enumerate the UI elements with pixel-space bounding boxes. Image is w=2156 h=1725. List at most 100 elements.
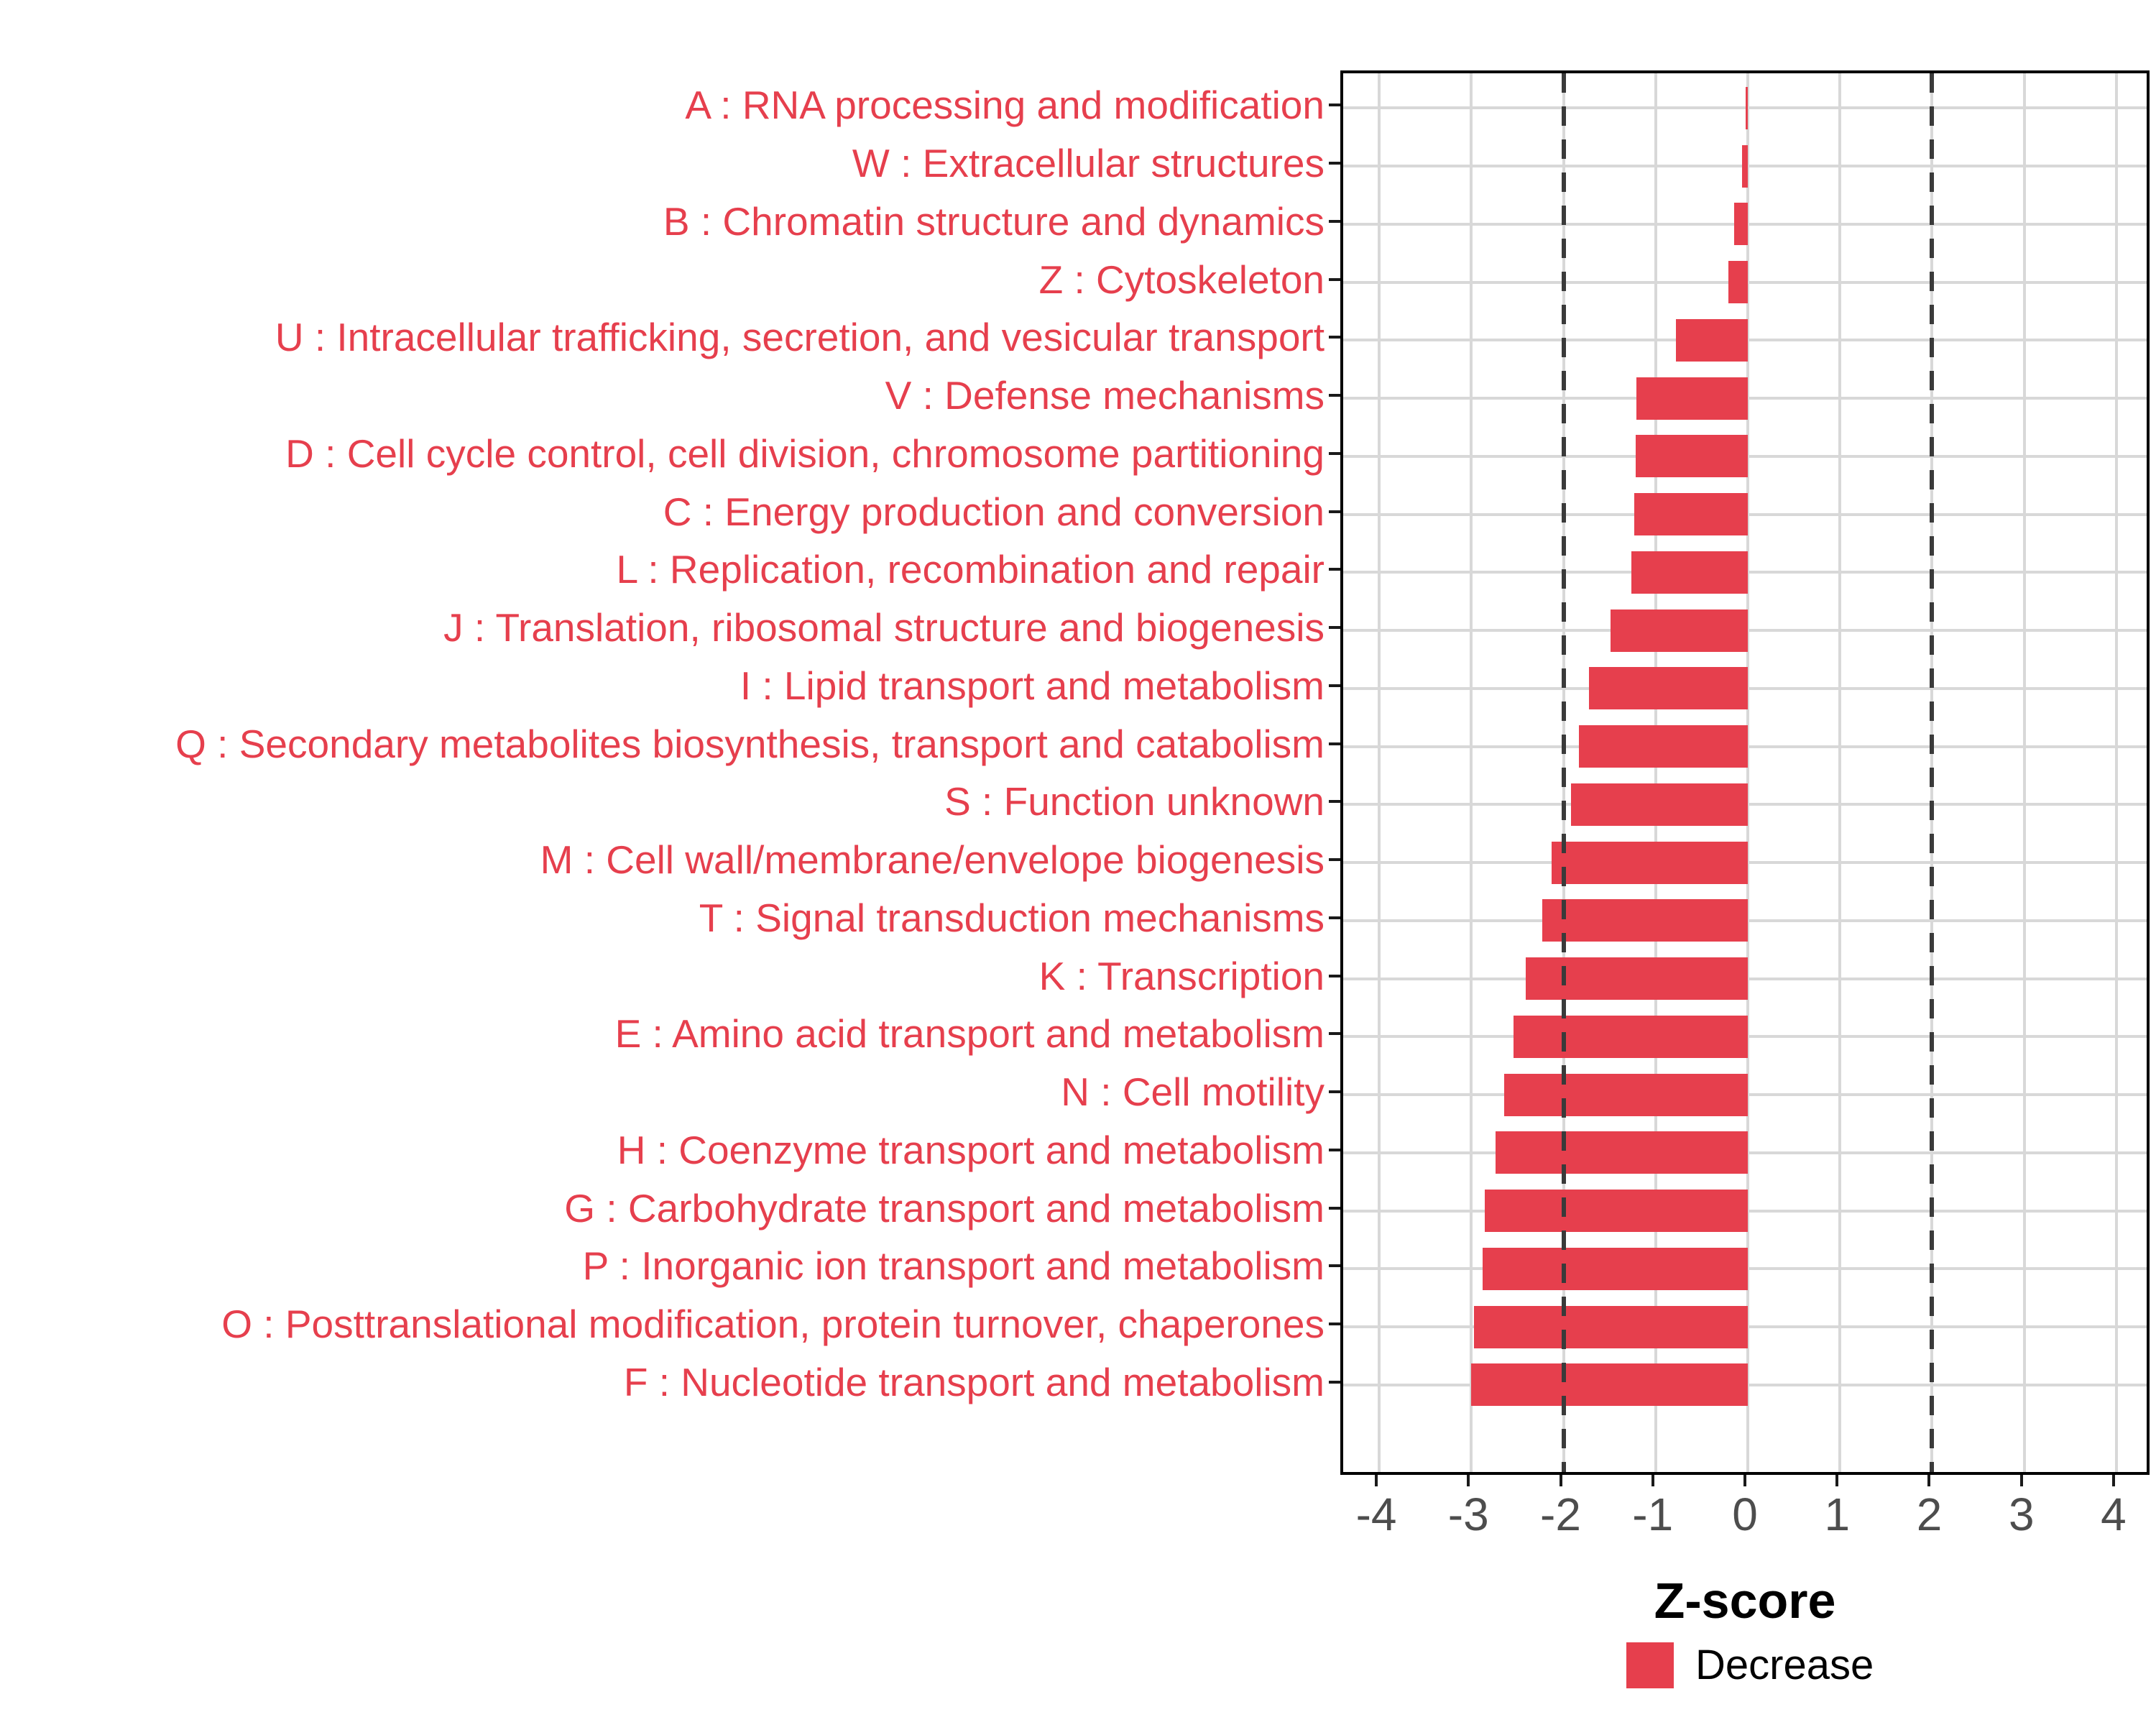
category-label: Z : Cytoskeleton [1038,257,1325,302]
category-label: M : Cell wall/membrane/envelope biogenes… [540,837,1325,883]
category-label: U : Intracellular trafficking, secretion… [275,315,1325,360]
bar-Q [1579,725,1748,768]
y-tick-mark [1329,1090,1340,1094]
bar-K [1525,957,1748,1000]
y-tick-mark [1329,1380,1340,1384]
bar-Z [1728,261,1748,304]
category-label: S : Function unknown [944,779,1325,824]
x-tick-mark [1559,1475,1562,1486]
v-gridline [2114,73,2118,1472]
x-tick-label: 2 [1916,1489,1943,1540]
x-tick-label: 0 [1732,1489,1758,1540]
bar-F [1471,1363,1748,1407]
x-tick-mark [2019,1475,2023,1486]
y-tick-mark [1329,336,1340,339]
y-tick-mark [1329,1264,1340,1268]
bar-A [1746,86,1748,129]
category-label: B : Chromatin structure and dynamics [663,198,1325,244]
category-label: A : RNA processing and modification [685,83,1325,128]
y-tick-mark [1329,510,1340,513]
y-tick-mark [1329,219,1340,223]
bar-E [1514,1015,1748,1058]
bar-G [1485,1190,1748,1233]
bar-S [1570,783,1748,826]
bar-T [1542,899,1748,942]
x-tick-label: 1 [1824,1489,1851,1540]
category-label: D : Cell cycle control, cell division, c… [285,431,1325,476]
bar-L [1631,551,1748,594]
v-gridline [2022,73,2026,1472]
bar-U [1675,318,1748,362]
bar-B [1733,203,1748,246]
y-tick-mark [1329,916,1340,919]
category-label: V : Defense mechanisms [885,373,1325,418]
x-tick-mark [1651,1475,1654,1486]
v-gridline [1470,73,1473,1472]
legend: Decrease [1626,1642,1874,1689]
category-label: N : Cell motility [1061,1070,1325,1115]
x-tick-label: -1 [1632,1489,1674,1540]
category-label: E : Amino acid transport and metabolism [614,1011,1325,1057]
y-tick-mark [1329,626,1340,630]
category-label: O : Posttranslational modification, prot… [221,1302,1325,1347]
y-tick-mark [1329,800,1340,804]
x-tick-label: 4 [2101,1489,2127,1540]
y-tick-mark [1329,104,1340,107]
category-label: I : Lipid transport and metabolism [740,663,1325,708]
category-label: P : Inorganic ion transport and metaboli… [582,1243,1325,1289]
bar-P [1482,1247,1748,1290]
category-label: Q : Secondary metabolites biosynthesis, … [175,721,1325,766]
x-tick-mark [1835,1475,1839,1486]
x-tick-mark [1743,1475,1746,1486]
y-tick-mark [1329,684,1340,687]
y-tick-mark [1329,1032,1340,1036]
v-gridline [1654,73,1657,1472]
y-tick-mark [1329,277,1340,281]
category-label: F : Nucleotide transport and metabolism [623,1359,1325,1404]
x-tick-mark [2111,1475,2115,1486]
bar-V [1636,377,1748,420]
y-tick-mark [1329,1322,1340,1326]
category-label: K : Transcription [1038,953,1325,998]
bar-I [1589,667,1748,710]
category-label: J : Translation, ribosomal structure and… [443,605,1325,650]
y-tick-mark [1329,974,1340,978]
x-tick-label: -3 [1447,1489,1489,1540]
y-tick-mark [1329,162,1340,165]
bar-N [1504,1073,1748,1116]
category-label: T : Signal transduction mechanisms [699,895,1325,940]
y-tick-mark [1329,858,1340,862]
bar-O [1474,1305,1748,1348]
bar-M [1551,841,1748,884]
category-label: G : Carbohydrate transport and metabolis… [564,1185,1325,1230]
x-tick-mark [1927,1475,1931,1486]
bar-J [1610,609,1748,652]
y-tick-mark [1329,394,1340,397]
bar-H [1495,1131,1748,1174]
category-label: C : Energy production and conversion [663,489,1325,534]
y-tick-mark [1329,568,1340,571]
y-tick-mark [1329,451,1340,455]
category-label: L : Replication, recombination and repai… [616,547,1325,592]
v-gridline [1378,73,1381,1472]
y-tick-mark [1329,742,1340,745]
reference-line--2 [1561,73,1566,1472]
legend-swatch-decrease [1626,1642,1674,1688]
h-gridline [1343,106,2147,110]
v-gridline [1838,73,1842,1472]
x-tick-mark [1375,1475,1378,1486]
v-gridline [1746,73,1749,1472]
x-tick-mark [1467,1475,1470,1486]
bar-C [1634,493,1748,536]
x-axis-title: Z-score [1654,1573,1836,1629]
category-label: H : Coenzyme transport and metabolism [617,1127,1325,1172]
x-tick-label: -2 [1540,1489,1581,1540]
legend-label: Decrease [1695,1642,1874,1688]
category-label: W : Extracellular structures [852,141,1325,186]
plot-panel [1340,70,2150,1475]
bar-D [1635,435,1748,478]
y-tick-mark [1329,1206,1340,1210]
bar-W [1742,144,1748,188]
x-tick-label: -4 [1355,1489,1397,1540]
